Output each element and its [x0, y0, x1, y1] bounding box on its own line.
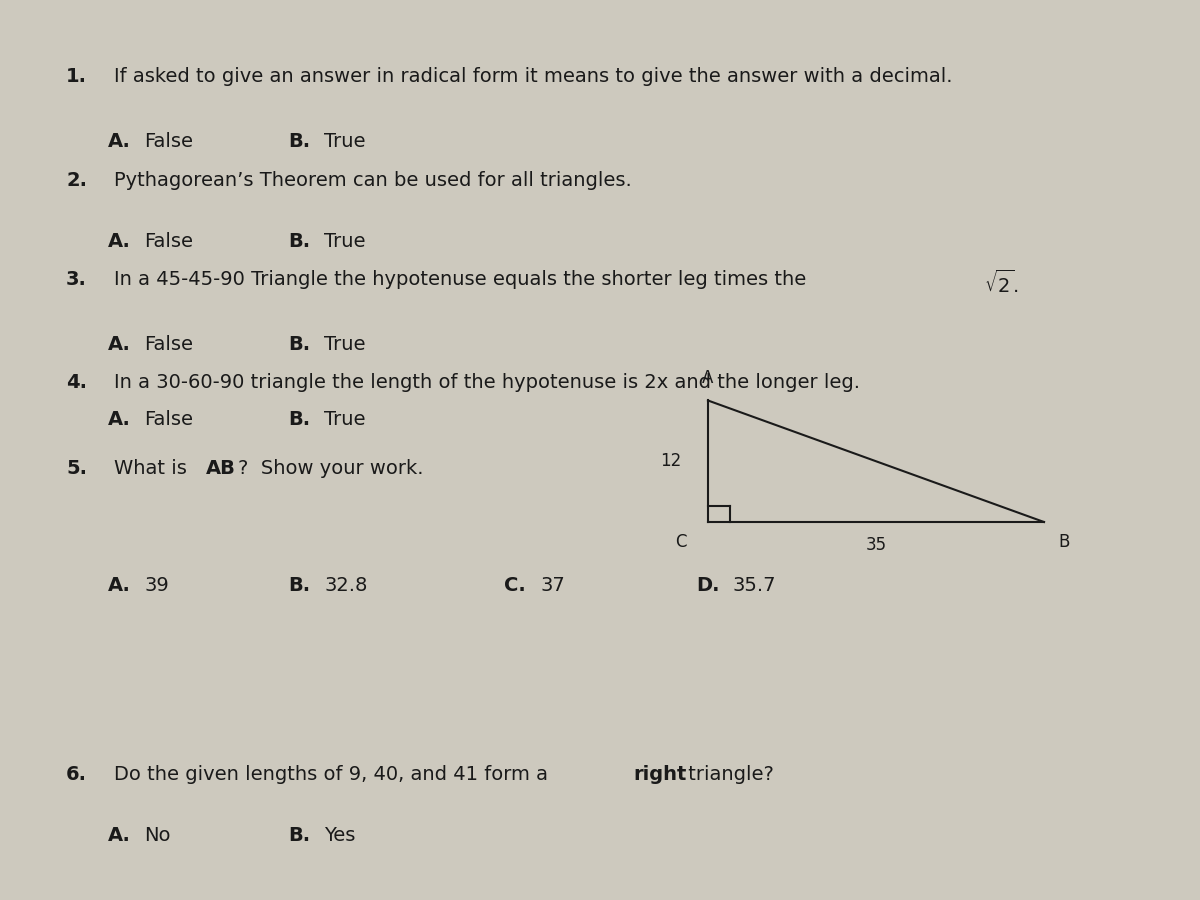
- Text: False: False: [144, 410, 193, 428]
- Text: If asked to give an answer in radical form it means to give the answer with a de: If asked to give an answer in radical fo…: [114, 68, 953, 86]
- Text: 2.: 2.: [66, 171, 88, 190]
- Text: In a 45-45-90 Triangle the hypotenuse equals the shorter leg times the: In a 45-45-90 Triangle the hypotenuse eq…: [114, 270, 812, 289]
- Text: 1.: 1.: [66, 68, 88, 86]
- Text: Yes: Yes: [324, 826, 355, 845]
- Text: 35: 35: [865, 536, 887, 554]
- Text: triangle?: triangle?: [682, 765, 774, 784]
- Text: C: C: [674, 533, 686, 551]
- Text: What is: What is: [114, 459, 193, 478]
- Text: 12: 12: [660, 452, 682, 470]
- Text: C.: C.: [504, 576, 526, 595]
- Text: 37: 37: [540, 576, 565, 595]
- Text: Pythagorean’s Theorem can be used for all triangles.: Pythagorean’s Theorem can be used for al…: [114, 171, 631, 190]
- Text: B.: B.: [288, 335, 310, 354]
- Text: A.: A.: [108, 410, 131, 428]
- Text: 3.: 3.: [66, 270, 86, 289]
- Text: A.: A.: [108, 576, 131, 595]
- Text: 35.7: 35.7: [732, 576, 775, 595]
- Text: False: False: [144, 232, 193, 251]
- Text: B.: B.: [288, 132, 310, 151]
- Text: True: True: [324, 232, 366, 251]
- Text: False: False: [144, 132, 193, 151]
- Text: True: True: [324, 410, 366, 428]
- Text: D.: D.: [696, 576, 720, 595]
- Text: right: right: [634, 765, 686, 784]
- Text: B.: B.: [288, 576, 310, 595]
- Text: B.: B.: [288, 826, 310, 845]
- Text: A.: A.: [108, 826, 131, 845]
- Text: True: True: [324, 132, 366, 151]
- Text: 6.: 6.: [66, 765, 88, 784]
- Text: Do the given lengths of 9, 40, and 41 form a: Do the given lengths of 9, 40, and 41 fo…: [114, 765, 554, 784]
- Text: A.: A.: [108, 232, 131, 251]
- Text: A.: A.: [108, 132, 131, 151]
- Text: A.: A.: [108, 335, 131, 354]
- Text: 39: 39: [144, 576, 169, 595]
- Text: ?  Show your work.: ? Show your work.: [238, 459, 424, 478]
- Text: AB: AB: [206, 459, 236, 478]
- Text: B.: B.: [288, 410, 310, 428]
- Text: $\sqrt{2}$.: $\sqrt{2}$.: [984, 270, 1019, 297]
- Text: 5.: 5.: [66, 459, 88, 478]
- Text: B: B: [1058, 533, 1069, 551]
- Text: True: True: [324, 335, 366, 354]
- Text: 32.8: 32.8: [324, 576, 367, 595]
- Text: B.: B.: [288, 232, 310, 251]
- Text: A: A: [702, 369, 714, 387]
- Text: 4.: 4.: [66, 374, 88, 392]
- Text: In a 30-60-90 triangle the length of the hypotenuse is 2x and the longer leg.: In a 30-60-90 triangle the length of the…: [114, 374, 860, 392]
- Text: No: No: [144, 826, 170, 845]
- Text: False: False: [144, 335, 193, 354]
